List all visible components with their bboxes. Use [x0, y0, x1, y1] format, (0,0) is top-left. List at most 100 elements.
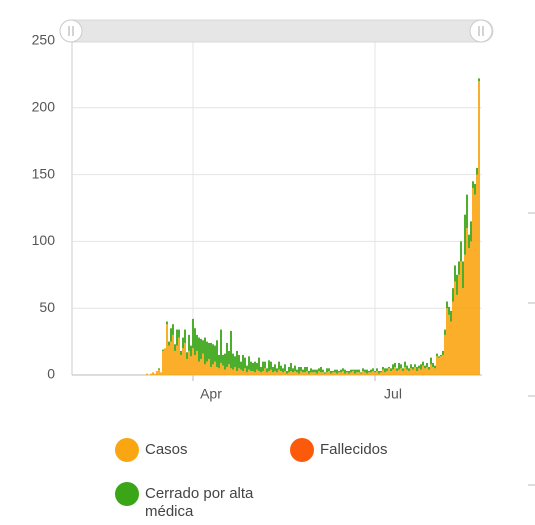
bar — [330, 370, 332, 374]
bar — [432, 366, 434, 375]
y-tick-label: 50 — [39, 299, 55, 315]
bar — [326, 368, 328, 373]
bar — [420, 364, 422, 370]
bar — [302, 372, 304, 375]
bar — [248, 356, 250, 370]
bar — [392, 369, 394, 375]
bar — [412, 369, 414, 375]
range-slider[interactable] — [59, 19, 494, 43]
legend-swatch — [115, 482, 139, 506]
bar — [196, 350, 198, 375]
bar — [450, 310, 452, 322]
bar — [418, 365, 420, 369]
bar — [276, 372, 278, 375]
bar — [472, 181, 474, 188]
bar — [232, 353, 234, 370]
bar — [268, 370, 270, 375]
bar — [336, 373, 338, 375]
bar — [212, 364, 214, 375]
bar — [194, 354, 196, 375]
bar — [272, 372, 274, 375]
bar — [426, 362, 428, 367]
bar — [354, 373, 356, 375]
bar — [304, 366, 306, 373]
bar — [192, 318, 194, 349]
bar — [442, 350, 444, 355]
bar — [162, 350, 164, 375]
bar — [360, 373, 362, 375]
bar — [222, 354, 224, 366]
bar — [472, 187, 474, 375]
bar — [184, 329, 186, 343]
bar — [344, 373, 346, 375]
bar — [368, 372, 370, 375]
bar — [244, 368, 246, 375]
bar — [176, 345, 178, 375]
legend-item[interactable]: Casos — [115, 438, 275, 462]
bar — [200, 358, 202, 375]
bar — [404, 366, 406, 375]
bar — [174, 344, 176, 351]
bar — [270, 361, 272, 370]
bar — [288, 372, 290, 375]
bar — [356, 372, 358, 375]
legend-swatch — [115, 438, 139, 462]
bar — [224, 353, 226, 370]
bar — [318, 368, 320, 371]
bar — [456, 274, 458, 295]
bar — [428, 369, 430, 375]
y-tick-label: 150 — [32, 165, 56, 181]
bar — [172, 324, 174, 335]
bar — [244, 357, 246, 369]
y-tick-label: 100 — [32, 232, 56, 248]
bar — [334, 369, 336, 373]
bar — [354, 369, 356, 374]
bar — [276, 368, 278, 373]
bar — [348, 373, 350, 375]
bar — [284, 370, 286, 375]
bar — [204, 364, 206, 375]
bar — [402, 370, 404, 375]
slider-handle[interactable] — [59, 19, 83, 43]
bar — [274, 364, 276, 371]
bar — [292, 368, 294, 373]
bar — [366, 373, 368, 375]
bar — [314, 372, 316, 375]
bar — [388, 366, 390, 369]
bar — [310, 372, 312, 375]
bar — [416, 366, 418, 371]
bar — [248, 369, 250, 375]
legend-item[interactable]: Cerrado por alta médica — [115, 482, 275, 521]
bar — [298, 366, 300, 374]
y-tick-label: 250 — [32, 32, 56, 48]
bar — [426, 366, 428, 375]
bar — [374, 370, 376, 373]
bar — [462, 261, 464, 289]
bar — [230, 368, 232, 375]
bar — [184, 342, 186, 375]
bar — [286, 370, 288, 374]
bar — [332, 372, 334, 375]
bar — [228, 364, 230, 375]
legend-item[interactable]: Fallecidos — [290, 438, 450, 462]
bar — [198, 361, 200, 375]
bar — [384, 368, 386, 373]
slider-handle[interactable] — [469, 19, 493, 43]
bar — [344, 369, 346, 374]
bar — [296, 369, 298, 373]
bar — [158, 369, 160, 375]
x-tick-label: Apr — [200, 386, 222, 402]
bar — [224, 369, 226, 375]
bar — [268, 360, 270, 371]
bar — [468, 248, 470, 375]
bar — [362, 368, 364, 371]
bar — [178, 329, 180, 338]
bar — [338, 372, 340, 375]
bar — [360, 372, 362, 374]
bar — [380, 370, 382, 373]
bar — [190, 356, 192, 375]
bar — [372, 368, 374, 371]
bar — [434, 368, 436, 375]
bar — [474, 183, 476, 195]
bar — [256, 362, 258, 370]
